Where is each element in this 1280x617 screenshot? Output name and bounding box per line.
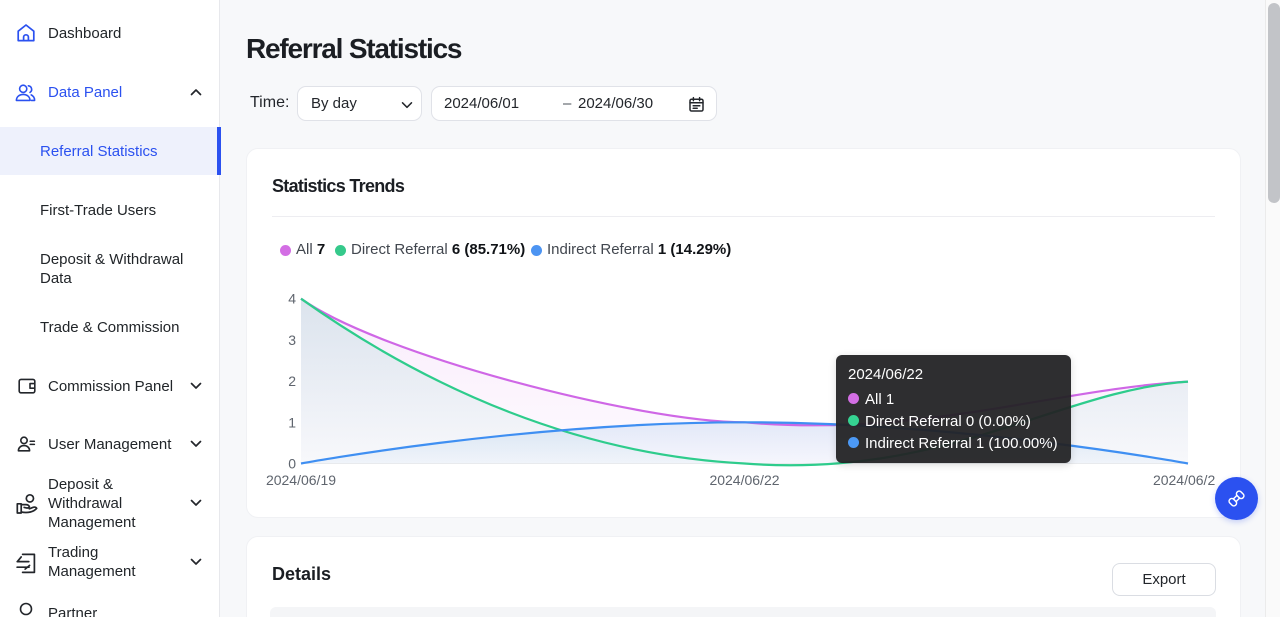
svg-text:2024/06/25: 2024/06/25 (1153, 472, 1215, 488)
svg-text:2024/06/22: 2024/06/22 (709, 472, 779, 488)
svg-text:2: 2 (288, 373, 296, 389)
svg-text:1: 1 (288, 414, 296, 430)
svg-text:0: 0 (288, 456, 296, 472)
svg-text:3: 3 (288, 332, 296, 348)
svg-text:2024/06/19: 2024/06/19 (266, 472, 336, 488)
svg-text:4: 4 (288, 291, 296, 307)
